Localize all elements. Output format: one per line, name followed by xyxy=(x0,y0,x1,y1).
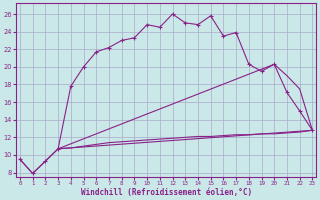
X-axis label: Windchill (Refroidissement éolien,°C): Windchill (Refroidissement éolien,°C) xyxy=(81,188,252,197)
